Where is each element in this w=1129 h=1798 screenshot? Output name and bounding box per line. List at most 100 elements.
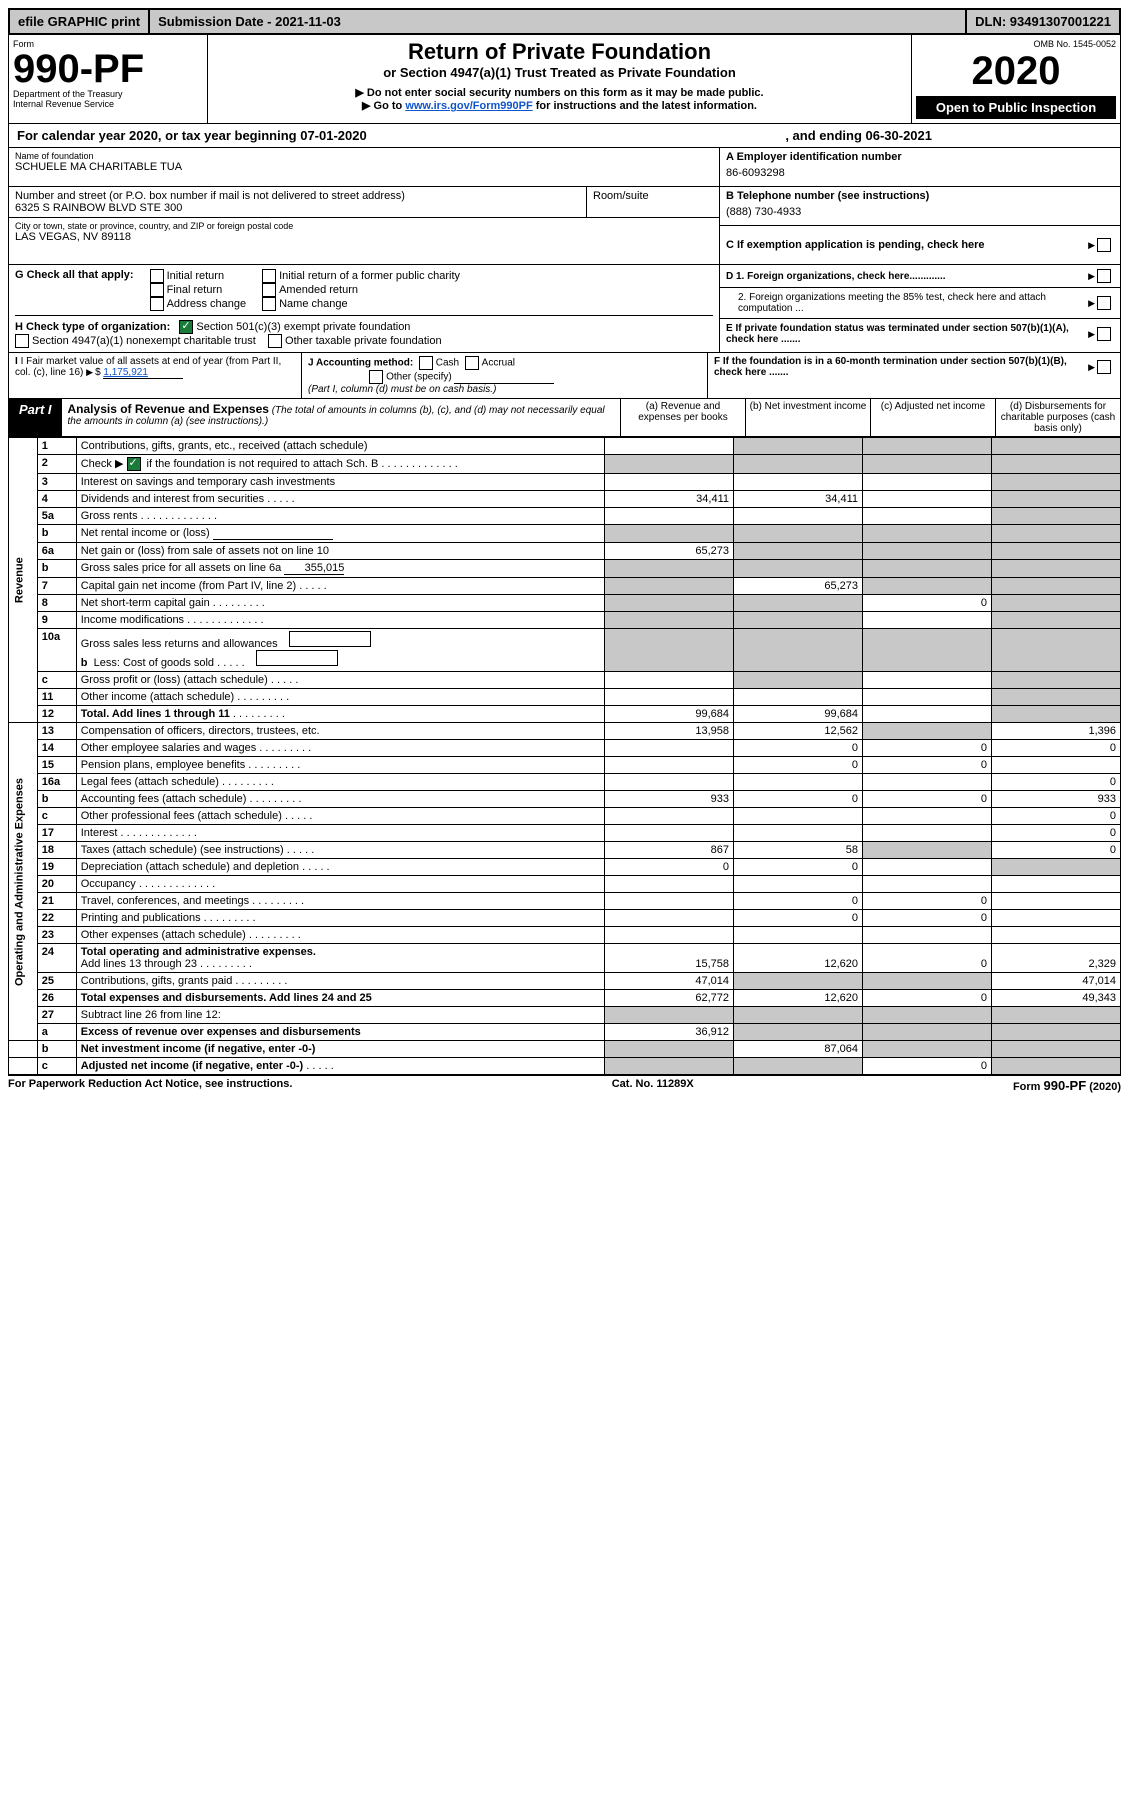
val-b: 12,562	[734, 723, 863, 740]
val-b: 58	[734, 842, 863, 859]
e-checkbox[interactable]	[1097, 327, 1111, 341]
page-footer: For Paperwork Reduction Act Notice, see …	[8, 1076, 1121, 1093]
header-left: Form 990-PF Department of the Treasury I…	[9, 35, 208, 123]
fmv-value[interactable]: 1,175,921	[103, 367, 183, 379]
line-num: 16a	[37, 774, 76, 791]
city-value: LAS VEGAS, NV 89118	[15, 231, 713, 243]
line-desc: Contributions, gifts, grants, etc., rece…	[76, 438, 604, 455]
val-c: 0	[863, 944, 992, 973]
table-row: 12 Total. Add lines 1 through 11 99,6849…	[9, 706, 1121, 723]
accrual-checkbox[interactable]	[465, 356, 479, 370]
dots	[184, 614, 263, 626]
line-num: 2	[37, 455, 76, 474]
table-row: Operating and Administrative Expenses 13…	[9, 723, 1121, 740]
table-row: 19 Depreciation (attach schedule) and de…	[9, 859, 1121, 876]
submission-date: Submission Date - 2021-11-03	[150, 10, 967, 33]
4947a1-checkbox[interactable]	[15, 334, 29, 348]
val-b: 12,620	[734, 944, 863, 973]
dln: DLN: 93491307001221	[967, 10, 1119, 33]
val-a: 36,912	[605, 1024, 734, 1041]
val-b: 0	[734, 893, 863, 910]
501c3-checkbox[interactable]	[179, 320, 193, 334]
desc-text: Other professional fees (attach schedule…	[81, 810, 282, 822]
final-return-checkbox[interactable]	[150, 283, 164, 297]
dots	[299, 861, 330, 873]
sch-b-checkbox[interactable]	[127, 457, 141, 471]
initial-return-label: Initial return	[167, 270, 224, 282]
initial-former-checkbox[interactable]	[262, 269, 276, 283]
foundation-name-label: Name of foundation	[15, 151, 713, 161]
address-change-checkbox[interactable]	[150, 297, 164, 311]
header-right: OMB No. 1545-0052 2020 Open to Public In…	[912, 35, 1120, 123]
line-desc: Net short-term capital gain	[76, 595, 604, 612]
line-desc: Capital gain net income (from Part IV, l…	[76, 578, 604, 595]
val-a: 34,411	[605, 491, 734, 508]
form990pf-link[interactable]: www.irs.gov/Form990PF	[405, 100, 532, 112]
footer-cat: Cat. No. 11289X	[612, 1078, 694, 1093]
arrow-icon	[1088, 362, 1097, 373]
dots	[245, 759, 300, 771]
f-checkbox[interactable]	[1097, 360, 1111, 374]
line-desc: Total. Add lines 1 through 11	[76, 706, 604, 723]
line-desc: Other employee salaries and wages	[76, 740, 604, 757]
line-num: 21	[37, 893, 76, 910]
ein-value: 86-6093298	[726, 167, 1114, 179]
part1-title: Analysis of Revenue and Expenses	[68, 402, 269, 416]
d2-checkbox[interactable]	[1097, 296, 1111, 310]
501c3-label: Section 501(c)(3) exempt private foundat…	[196, 321, 410, 333]
desc-text: Other income (attach schedule)	[81, 691, 234, 703]
line-num: b	[37, 525, 76, 543]
table-row: 7 Capital gain net income (from Part IV,…	[9, 578, 1121, 595]
cash-checkbox[interactable]	[419, 356, 433, 370]
accounting-method: J Accounting method: Cash Accrual Other …	[302, 353, 708, 398]
val-b: 34,411	[734, 491, 863, 508]
part1-title-cell: Analysis of Revenue and Expenses (The to…	[62, 399, 620, 436]
table-row: 20 Occupancy	[9, 876, 1121, 893]
table-row: 18 Taxes (attach schedule) (see instruct…	[9, 842, 1121, 859]
table-row: 17 Interest 0	[9, 825, 1121, 842]
line-desc: Total operating and administrative expen…	[76, 944, 604, 973]
exemption-checkbox[interactable]	[1097, 238, 1111, 252]
line-num: 26	[37, 990, 76, 1007]
val-a: 62,772	[605, 990, 734, 1007]
dots	[136, 878, 215, 890]
dots	[246, 929, 301, 941]
other-taxable-checkbox[interactable]	[268, 334, 282, 348]
val-a: 47,014	[605, 973, 734, 990]
line-desc: Gross sales price for all assets on line…	[76, 560, 604, 578]
desc-text: Accounting fees (attach schedule)	[81, 793, 247, 805]
desc-text: Income modifications	[81, 614, 184, 626]
ein-label: A Employer identification number	[726, 151, 1114, 163]
dots	[197, 958, 252, 970]
col-c-header: (c) Adjusted net income	[870, 399, 995, 436]
name-block: Name of foundation SCHUELE MA CHARITABLE…	[8, 148, 1121, 265]
dots	[246, 793, 301, 805]
city-row: City or town, state or province, country…	[9, 218, 719, 256]
room-label: Room/suite	[593, 190, 713, 202]
desc-text: Total operating and administrative expen…	[81, 946, 316, 958]
desc-text: Total. Add lines 1 through 11	[81, 708, 230, 720]
table-row: c Gross profit or (loss) (attach schedul…	[9, 672, 1121, 689]
line-num: 10a	[37, 629, 76, 672]
arrow-icon	[1088, 329, 1097, 340]
exemption-row: C If exemption application is pending, c…	[720, 226, 1120, 264]
desc-text2: Add lines 13 through 23	[81, 958, 197, 970]
val-a: 15,758	[605, 944, 734, 973]
note-link-pre: Go to	[374, 100, 406, 112]
ein-row: A Employer identification number 86-6093…	[720, 148, 1120, 187]
name-change-checkbox[interactable]	[262, 297, 276, 311]
amended-return-checkbox[interactable]	[262, 283, 276, 297]
other-method-checkbox[interactable]	[369, 370, 383, 384]
val-a: 13,958	[605, 723, 734, 740]
foundation-name-value: SCHUELE MA CHARITABLE TUA	[15, 161, 713, 173]
table-row: b Net investment income (if negative, en…	[9, 1041, 1121, 1058]
d1-label: D 1. Foreign organizations, check here..…	[726, 271, 1088, 282]
d1-checkbox[interactable]	[1097, 269, 1111, 283]
val-a: 65,273	[605, 543, 734, 560]
line-num: 17	[37, 825, 76, 842]
main-table: Revenue 1 Contributions, gifts, grants, …	[8, 437, 1121, 1076]
table-row: 23 Other expenses (attach schedule)	[9, 927, 1121, 944]
address-change-label: Address change	[167, 298, 247, 310]
desc-text: Taxes (attach schedule) (see instruction…	[81, 844, 284, 856]
initial-return-checkbox[interactable]	[150, 269, 164, 283]
